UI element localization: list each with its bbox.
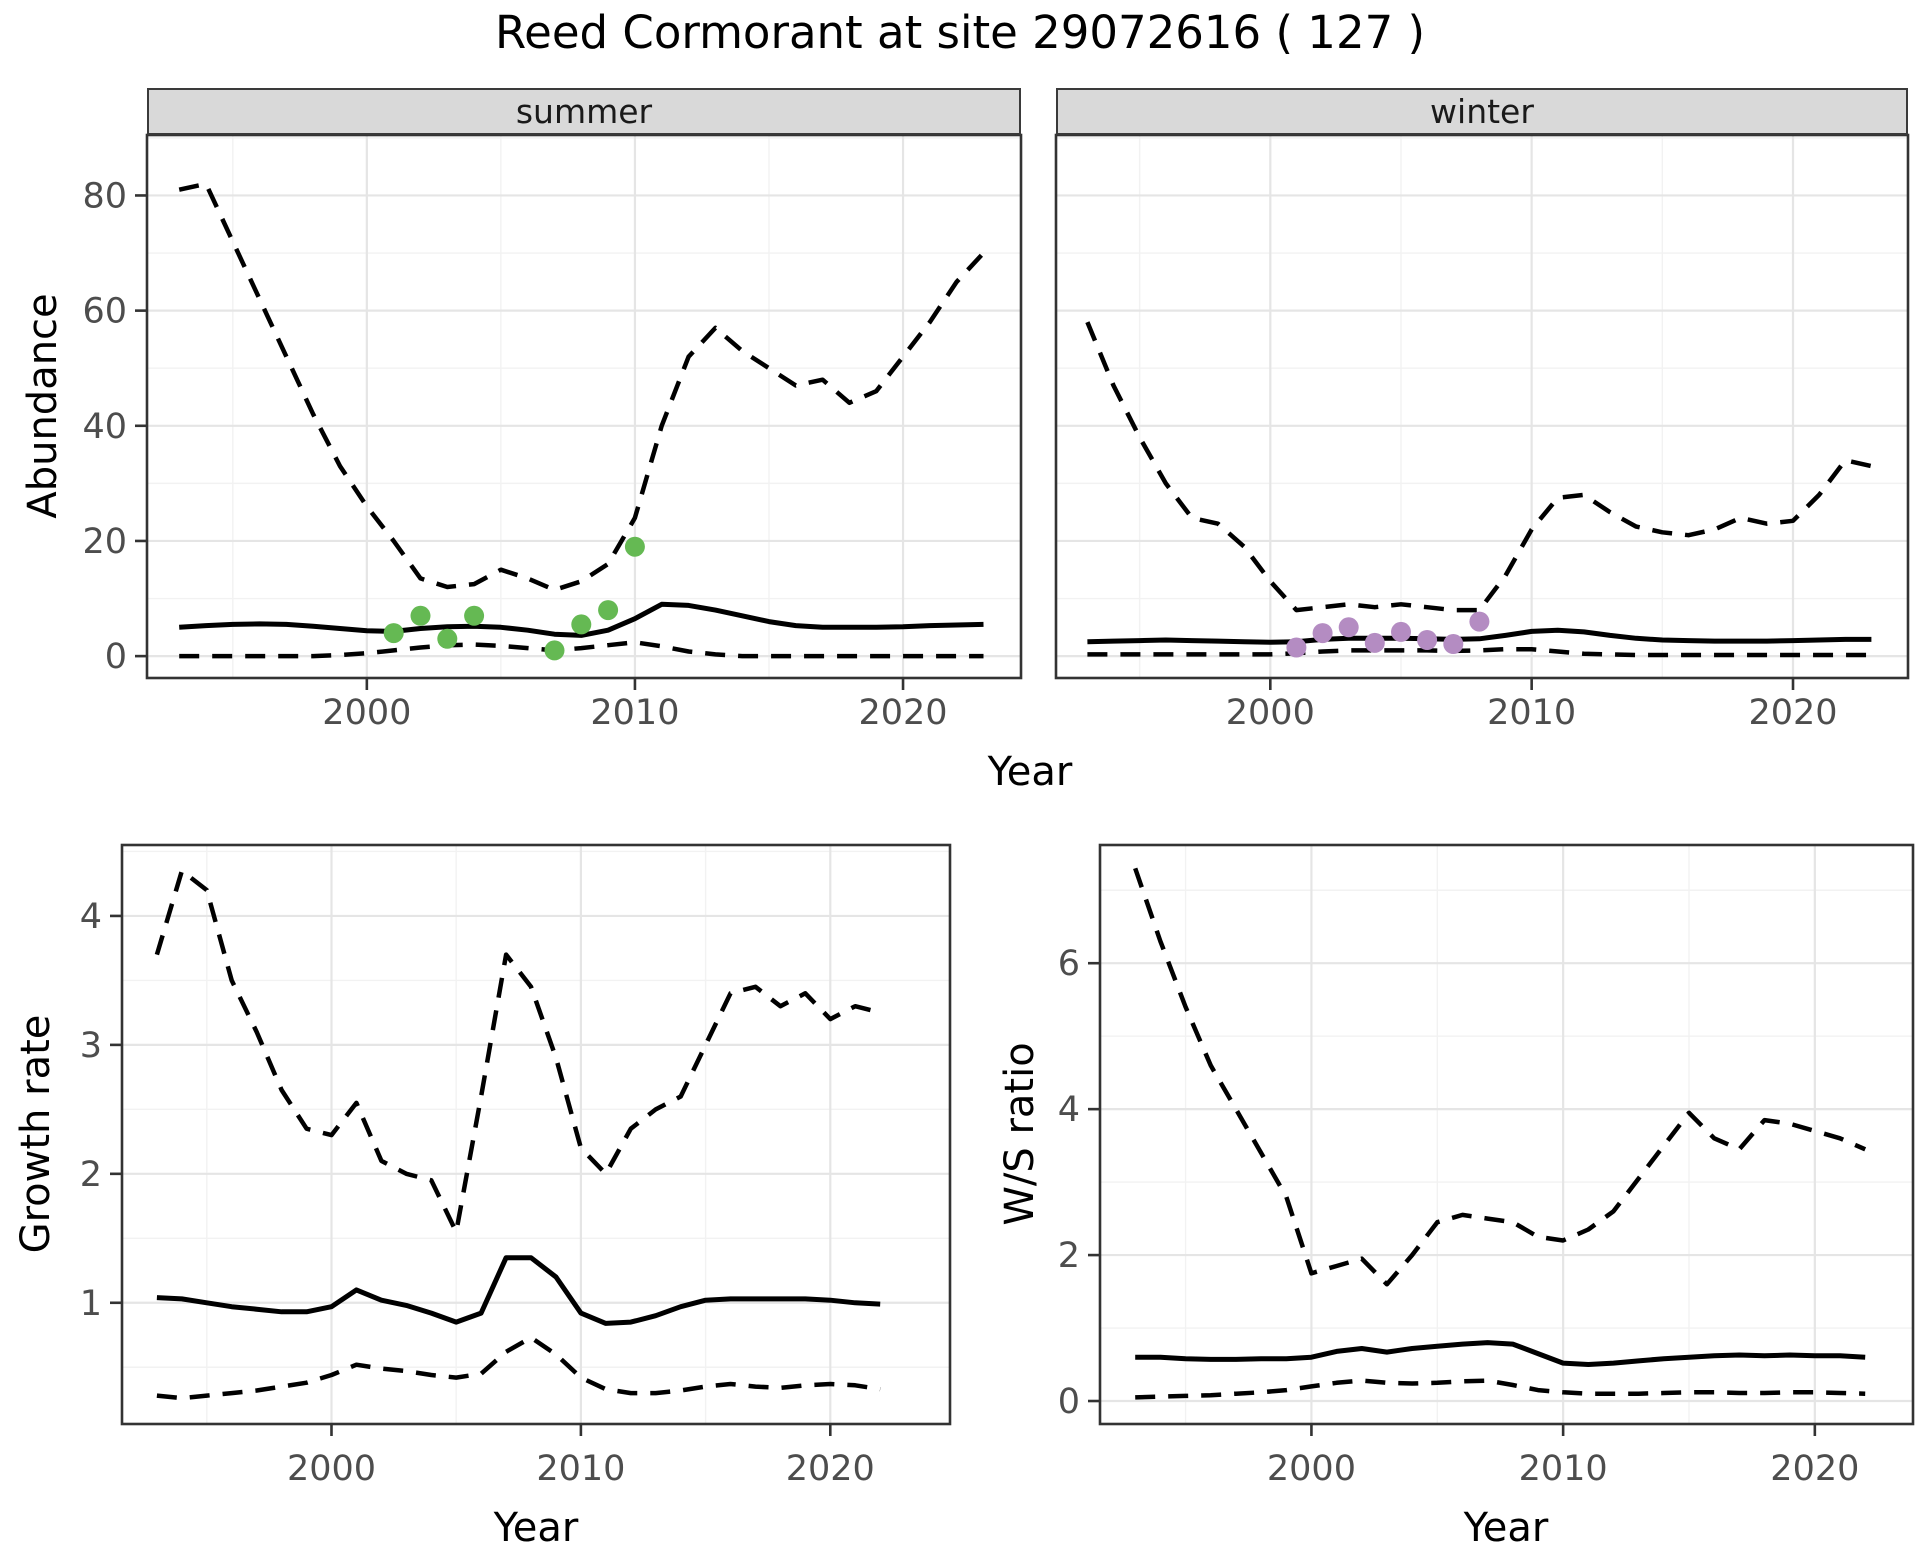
- y-tick-label: 80: [82, 176, 127, 216]
- panel-border: [1054, 133, 1910, 680]
- series-upper_95ci: [178, 181, 986, 593]
- series-upper_95ci: [1085, 321, 1872, 613]
- panel-border: [1098, 843, 1915, 1426]
- series-median: [179, 601, 984, 638]
- data-point-observed_counts: [624, 536, 645, 557]
- x-tick-label: 2020: [858, 693, 947, 733]
- chart-title: Reed Cormorant at site 29072616 ( 127 ): [494, 6, 1426, 59]
- data-point-observed_counts: [1417, 630, 1438, 650]
- x-tick-label: 2010: [1487, 693, 1576, 733]
- data-point-observed_counts: [1443, 634, 1464, 654]
- panel-abundance-summer: 2000 2010 2020 0 20 40 60 80: [82, 133, 1023, 733]
- panel-border: [145, 133, 1023, 680]
- series-upper_95ci: [154, 868, 881, 1235]
- x-tick-label: 2000: [322, 693, 411, 733]
- y-tick-label: 2: [1058, 1236, 1080, 1276]
- series-median: [1135, 1340, 1866, 1367]
- y-axis-title-ws: W/S ratio: [997, 1042, 1043, 1226]
- x-tick-label: 2010: [590, 693, 679, 733]
- facet-strip-summer-label: summer: [515, 92, 653, 131]
- panel-bg: [122, 845, 950, 1424]
- data-point-observed_counts: [1312, 623, 1333, 644]
- y-tick-label: 1: [80, 1284, 102, 1324]
- panel-ws-ratio: 2000 2010 2020 0 2 4 6: [1058, 843, 1915, 1489]
- panel-bg: [1056, 135, 1908, 678]
- panel-abundance-winter: 2000 2010 2020: [1054, 133, 1910, 733]
- series-lower_95ci: [179, 640, 984, 659]
- x-tick-label: 2010: [536, 1449, 625, 1489]
- data-point-observed_counts: [571, 614, 592, 635]
- facet-strip-summer: summer: [147, 88, 1021, 135]
- series-upper_95ci: [1133, 867, 1867, 1287]
- x-tick-label: 2020: [786, 1449, 875, 1489]
- x-axis-title-top: Year: [987, 749, 1073, 795]
- data-point-observed_counts: [598, 600, 619, 621]
- data-point-observed_counts: [383, 623, 404, 644]
- y-tick-label: 4: [1058, 1090, 1080, 1130]
- y-tick-label: 0: [105, 637, 127, 677]
- y-tick-label: 60: [82, 292, 127, 332]
- y-axis-title-growth: Growth rate: [13, 1014, 59, 1254]
- x-tick-label: 2000: [1226, 693, 1315, 733]
- y-tick-label: 6: [1058, 944, 1080, 984]
- panel-growth-rate: 2000 2010 2020 1 2 3 4: [80, 843, 952, 1489]
- series-median: [156, 1255, 881, 1326]
- series-median: [1087, 627, 1872, 645]
- data-point-observed_counts: [1364, 632, 1385, 653]
- panel-bg: [147, 135, 1021, 678]
- data-point-observed_counts: [1391, 621, 1411, 642]
- data-point-observed_counts: [437, 628, 458, 649]
- data-point-observed_counts: [1286, 637, 1307, 658]
- y-axis-title-abundance: Abundance: [20, 293, 66, 519]
- facet-strip-winter: winter: [1056, 88, 1908, 135]
- data-point-observed_counts: [1338, 617, 1359, 638]
- y-tick-label: 4: [80, 897, 102, 937]
- series-lower_95ci: [156, 1335, 881, 1401]
- y-tick-label: 20: [82, 522, 127, 562]
- data-point-observed_counts: [410, 605, 431, 626]
- facet-strip-winter-label: winter: [1430, 92, 1534, 131]
- data-point-observed_counts: [544, 640, 565, 661]
- panel-border: [120, 843, 952, 1426]
- x-tick-label: 2020: [1770, 1449, 1859, 1489]
- y-tick-label: 40: [82, 407, 127, 447]
- x-tick-label: 2000: [1267, 1449, 1356, 1489]
- series-lower_95ci: [1135, 1378, 1866, 1400]
- x-tick-label: 2000: [287, 1449, 376, 1489]
- x-axis-title-growth: Year: [493, 1505, 579, 1551]
- x-axis-title-ws: Year: [1463, 1505, 1549, 1551]
- y-tick-label: 0: [1058, 1382, 1080, 1422]
- y-tick-label: 3: [80, 1026, 102, 1066]
- data-point-observed_counts: [464, 605, 485, 626]
- x-tick-label: 2010: [1519, 1449, 1608, 1489]
- panel-bg: [1100, 845, 1913, 1424]
- y-tick-label: 2: [80, 1155, 102, 1195]
- data-point-observed_counts: [1469, 611, 1490, 632]
- x-tick-label: 2020: [1748, 693, 1837, 733]
